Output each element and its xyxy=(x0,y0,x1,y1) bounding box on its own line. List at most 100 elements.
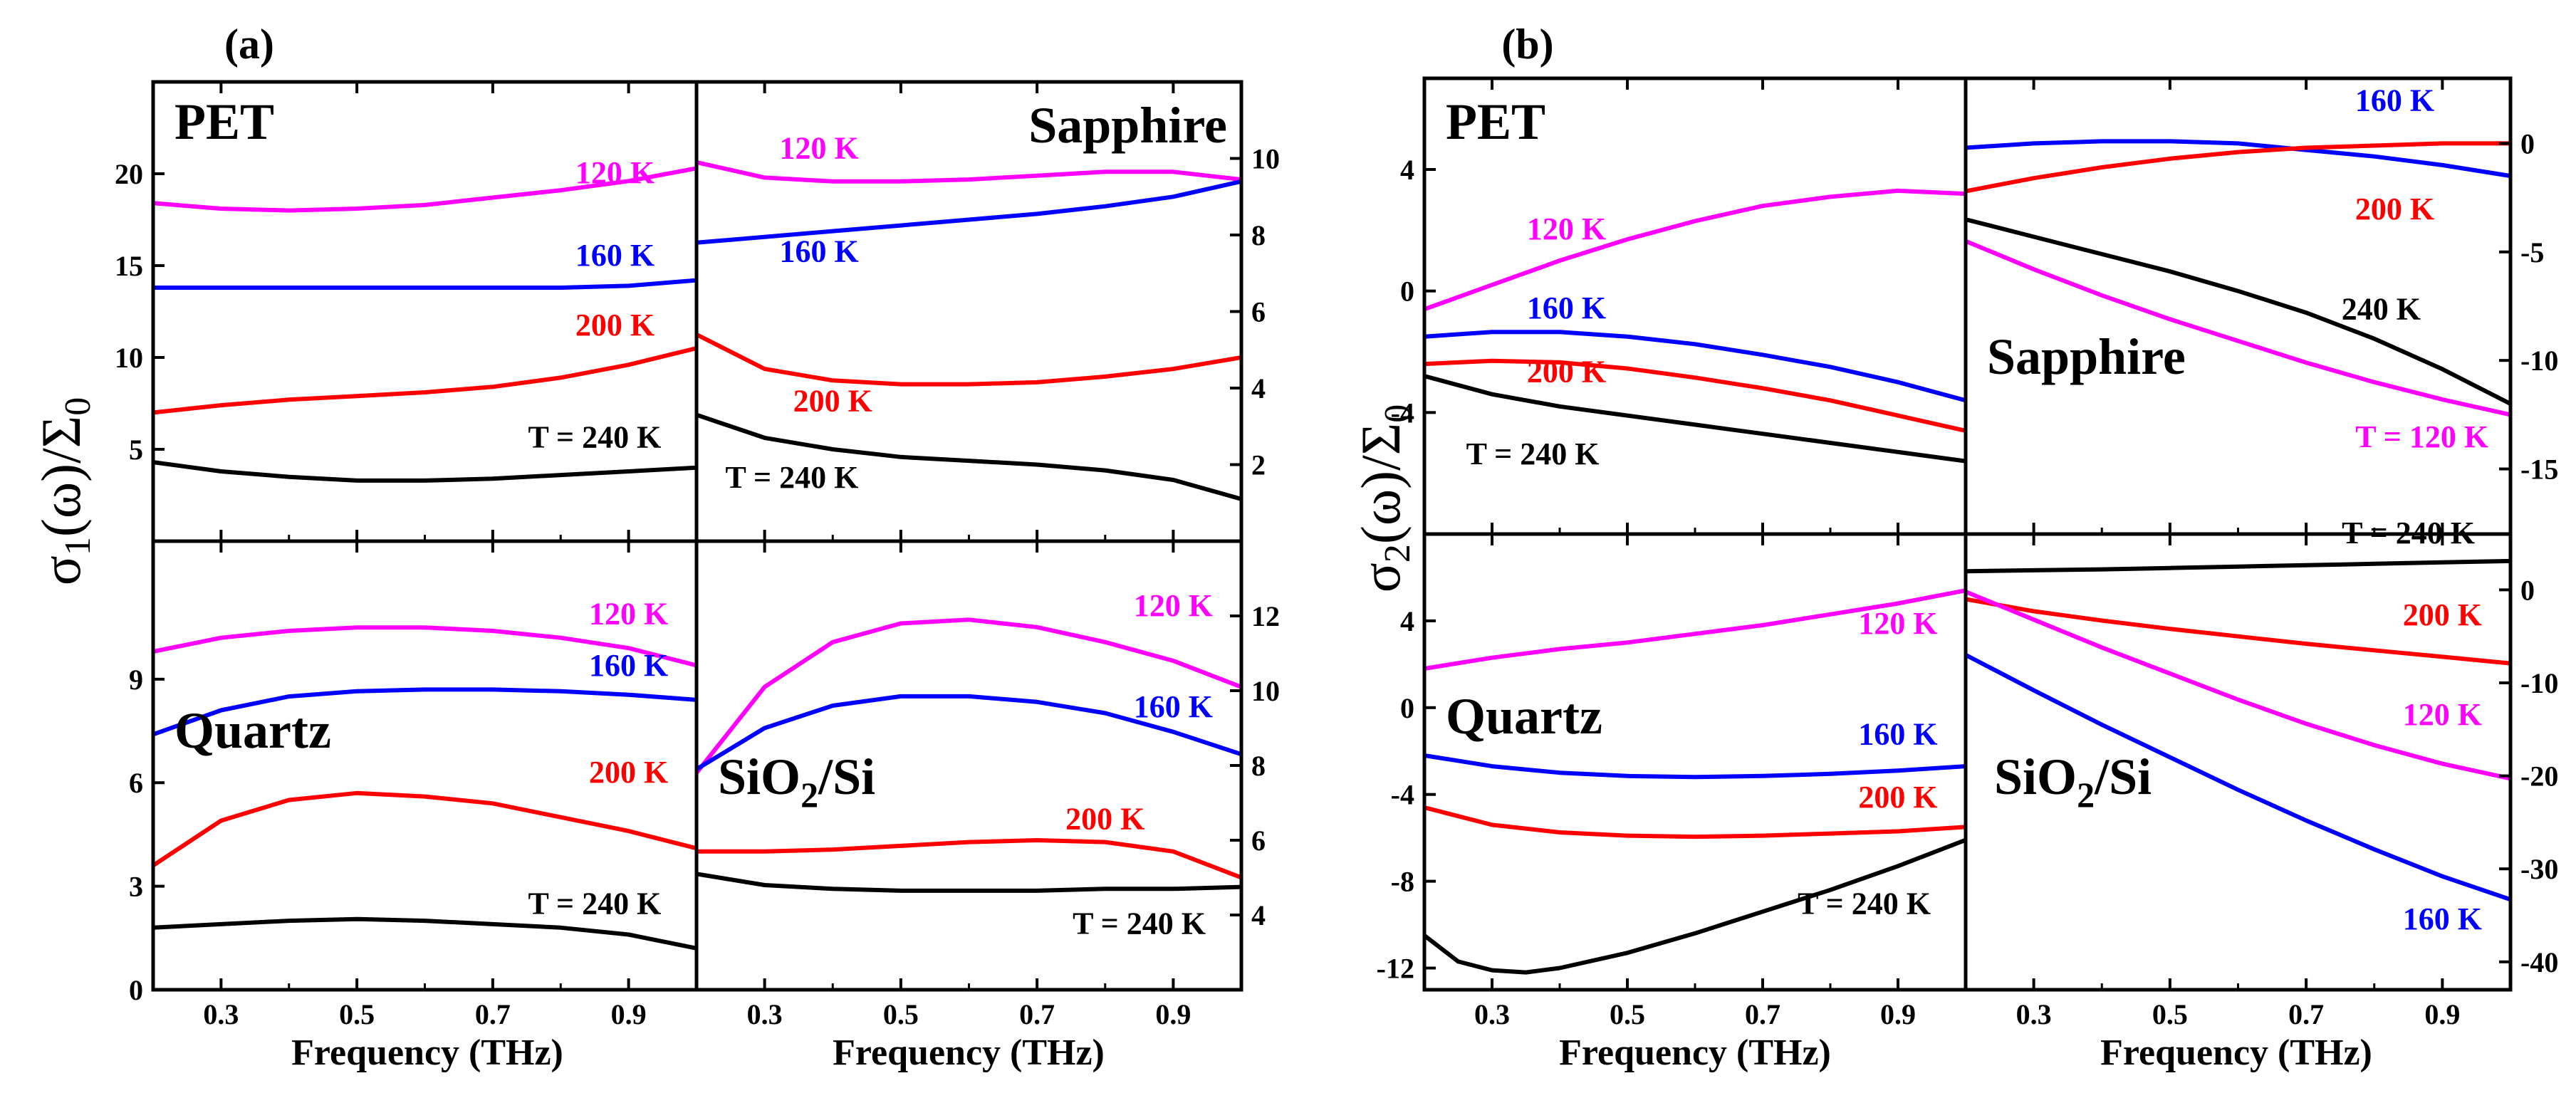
curve-label-160-k: 160 K xyxy=(575,238,655,273)
x-tick-label: 0.5 xyxy=(2152,998,2188,1030)
subplot-a-sapphire: 2 4 6 8 10 Sapphire 120 K 160 K 200 K T = 240 K xyxy=(694,80,1280,543)
series-line-200-k xyxy=(697,332,1241,387)
curve-label-120-k: 120 K xyxy=(2403,697,2482,732)
y-tick-label: 8 xyxy=(1251,219,1266,251)
y-tick-label: -8 xyxy=(1391,866,1414,898)
curve-label-200-k: 200 K xyxy=(589,755,668,790)
y-tick-label: 4 xyxy=(1400,605,1414,637)
series-line-120-k xyxy=(1966,590,2510,781)
y-tick-label: -15 xyxy=(2520,454,2558,486)
svg-text:σ1(ω)/Σ0: σ1(ω)/Σ0 xyxy=(30,397,98,585)
curve-label-t-240-k: T = 240 K xyxy=(528,886,662,921)
svg-text:σ2(ω)/Σ0: σ2(ω)/Σ0 xyxy=(1350,404,1418,592)
series-line-200-k xyxy=(697,838,1241,880)
y-tick-label: -12 xyxy=(1377,953,1414,985)
curve-label-120-k: 120 K xyxy=(575,155,655,190)
y-tick-label: 2 xyxy=(1251,449,1266,481)
series-line-160-k xyxy=(1424,753,1966,780)
curve-label-160-k: 160 K xyxy=(2355,83,2434,118)
subplot-title: Quartz xyxy=(174,702,331,759)
curve-label-t-240-k: T = 240 K xyxy=(1798,886,1931,921)
series-line-240-k xyxy=(1966,217,2510,407)
y-tick-label: -4 xyxy=(1391,397,1414,429)
series-line-t-240-k xyxy=(1424,837,1966,975)
x-tick-label: 0.5 xyxy=(1610,998,1645,1030)
series-line-200-k xyxy=(153,346,697,415)
x-tick-label: 0.9 xyxy=(611,998,647,1030)
x-tick-label: 0.7 xyxy=(1019,998,1055,1030)
series-line-t-240-k xyxy=(1424,374,1966,464)
series-line-160-k xyxy=(1966,652,2510,902)
subplot-title: PET xyxy=(1446,93,1545,150)
x-tick-label: 0.7 xyxy=(2288,998,2324,1030)
y-tick-label: 0 xyxy=(2520,574,2535,606)
series-line-160-k xyxy=(697,179,1241,245)
curve-label-120-k: 120 K xyxy=(589,596,668,631)
series-line-120-k xyxy=(153,166,697,213)
xlabel-a-right: Frequency (THz) xyxy=(833,1032,1105,1073)
curve-label-200-k: 200 K xyxy=(1065,801,1144,836)
x-tick-label: 0.3 xyxy=(1474,998,1510,1030)
series-line-120-k xyxy=(1424,588,1966,671)
curve-label-200-k: 200 K xyxy=(1858,780,1937,815)
series-line-160-k xyxy=(1966,139,2510,179)
series-line-t-240-k xyxy=(153,916,697,951)
curve-label-t-240-k: T = 240 K xyxy=(725,460,858,495)
y-tick-label: -10 xyxy=(2520,345,2558,377)
subplot-title: SiO2/Si xyxy=(718,748,875,815)
x-tick-label: 0.5 xyxy=(883,998,919,1030)
series-group xyxy=(697,159,1241,501)
y-tick-label: 10 xyxy=(1251,675,1280,707)
curve-label-200-k: 200 K xyxy=(2403,597,2482,632)
series-group xyxy=(1966,139,2510,417)
y-tick-label: -10 xyxy=(2520,667,2558,699)
subplot-title: SiO2/Si xyxy=(1994,748,2152,815)
curve-label-200-k: 200 K xyxy=(2355,192,2434,226)
ylabel-b-sub1: 2 xyxy=(1377,544,1418,563)
y-tick-label: -20 xyxy=(2520,760,2558,793)
y-tick-label: 10 xyxy=(1251,143,1280,175)
curve-label-t-240-k: T = 240 K xyxy=(1073,906,1206,941)
series-line-t-240-k xyxy=(697,412,1241,501)
series-group xyxy=(1424,588,1966,975)
ylabel-a: σ1(ω)/Σ0 xyxy=(30,397,98,585)
series-group xyxy=(1966,558,2510,902)
curve-label-t-120-k: T = 120 K xyxy=(2355,419,2488,454)
curve-label-120-k: 120 K xyxy=(1134,588,1213,623)
subplot-a-sio2-si: 0.3 0.5 0.7 0.9 4 6 8 10 12 SiO2/Si 120 K 160 K 200 … xyxy=(694,539,1280,1030)
curve-label-160-k: 160 K xyxy=(780,234,859,269)
curve-label-120-k: 120 K xyxy=(1858,606,1937,641)
curve-label-t-240-k: T = 240 K xyxy=(2342,516,2475,550)
curve-label-120-k: 120 K xyxy=(1527,211,1606,246)
y-tick-label: -4 xyxy=(1391,779,1414,811)
series-line-t-240-k xyxy=(153,460,697,483)
subplot-title: Sapphire xyxy=(1028,97,1227,154)
curve-label-160-k: 160 K xyxy=(1527,291,1606,325)
curve-label-160-k: 160 K xyxy=(1858,717,1937,752)
curve-label-240-k: 240 K xyxy=(2342,291,2421,326)
curve-label-200-k: 200 K xyxy=(1527,355,1606,389)
series-group xyxy=(153,625,697,951)
series-line-t-240-k xyxy=(1966,558,2510,574)
ylabel-a-sub1: 1 xyxy=(58,537,98,555)
y-tick-label: 12 xyxy=(1251,600,1280,632)
subplot-b-sio2-si: 0.3 0.5 0.7 0.9 -40 -30 -20 -10 0 SiO2/Si T = 240 … xyxy=(1964,516,2558,1030)
y-tick-label: 0 xyxy=(1400,276,1414,308)
panel-label-b: (b) xyxy=(1501,21,1553,68)
y-tick-label: 8 xyxy=(1251,750,1266,782)
x-tick-label: 0.3 xyxy=(747,998,783,1030)
y-tick-label: -40 xyxy=(2520,946,2558,978)
series-group xyxy=(153,166,697,483)
ylabel-b-mid: (ω)/Σ xyxy=(1350,423,1412,544)
series-line-160-k xyxy=(153,687,697,737)
series-line-120-k xyxy=(697,159,1241,184)
x-tick-label: 0.3 xyxy=(2016,998,2052,1030)
ylabel-b: σ2(ω)/Σ0 xyxy=(1350,404,1418,592)
curve-label-200-k: 200 K xyxy=(793,383,872,418)
curve-label-200-k: 200 K xyxy=(575,308,655,342)
panel-label-a: (a) xyxy=(224,21,274,68)
series-line-160-k xyxy=(1424,330,1966,403)
y-tick-label: 15 xyxy=(115,250,143,282)
xlabel-b-left: Frequency (THz) xyxy=(1559,1032,1831,1073)
